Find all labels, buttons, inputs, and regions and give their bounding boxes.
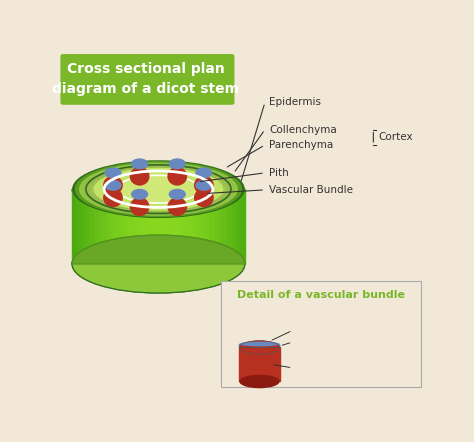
Ellipse shape [131,189,148,200]
Polygon shape [197,189,201,264]
Text: Vascular camblum: Vascular camblum [294,337,384,347]
Ellipse shape [239,341,280,354]
Ellipse shape [239,375,280,388]
Polygon shape [232,189,236,264]
Ellipse shape [72,160,245,218]
Ellipse shape [169,158,186,169]
Polygon shape [228,189,232,264]
FancyBboxPatch shape [61,55,234,104]
Ellipse shape [238,341,281,350]
Polygon shape [219,189,223,264]
Ellipse shape [75,161,242,217]
Ellipse shape [117,175,200,203]
Polygon shape [72,235,245,264]
Polygon shape [107,189,111,264]
Polygon shape [115,189,119,264]
Polygon shape [94,189,98,264]
Ellipse shape [130,197,149,216]
Ellipse shape [130,167,149,186]
Polygon shape [193,189,197,264]
Polygon shape [154,189,158,264]
Polygon shape [137,189,141,264]
Ellipse shape [86,165,231,213]
Ellipse shape [72,235,245,293]
Polygon shape [210,189,215,264]
Ellipse shape [194,188,214,207]
Polygon shape [163,189,167,264]
Text: Cross sectional plan
diagram of a dicot stem: Cross sectional plan diagram of a dicot … [52,62,239,95]
Polygon shape [158,189,163,264]
Polygon shape [176,189,180,264]
Ellipse shape [194,176,214,194]
Ellipse shape [169,189,186,200]
Text: Detail of a vascular bundle: Detail of a vascular bundle [237,290,405,300]
Ellipse shape [79,163,238,216]
Text: Cortex: Cortex [378,133,413,142]
Polygon shape [240,189,245,264]
Polygon shape [90,189,94,264]
Polygon shape [141,189,146,264]
Text: Collenchyma: Collenchyma [269,125,337,135]
Ellipse shape [104,167,122,178]
Polygon shape [133,189,137,264]
Polygon shape [76,189,81,264]
Text: Pith: Pith [269,168,289,178]
Polygon shape [201,189,206,264]
Polygon shape [236,189,240,264]
Text: Parenchyma: Parenchyma [269,140,334,150]
Polygon shape [239,347,280,381]
Polygon shape [172,189,176,264]
Ellipse shape [103,176,123,194]
Text: Vascular Bundle: Vascular Bundle [269,185,354,195]
FancyBboxPatch shape [221,281,421,387]
Polygon shape [72,189,245,264]
Polygon shape [150,189,154,264]
Text: Phloem: Phloem [294,325,331,335]
Ellipse shape [195,167,212,178]
Polygon shape [146,189,150,264]
Polygon shape [98,189,102,264]
Ellipse shape [72,235,245,293]
Polygon shape [189,189,193,264]
Polygon shape [180,189,184,264]
Ellipse shape [195,180,212,191]
Polygon shape [223,189,228,264]
Ellipse shape [167,197,187,216]
Polygon shape [184,189,189,264]
Polygon shape [119,189,124,264]
Polygon shape [72,189,76,264]
Ellipse shape [167,167,187,186]
Text: Epidermis: Epidermis [269,97,321,107]
Ellipse shape [240,341,279,354]
Ellipse shape [131,158,148,169]
Ellipse shape [239,342,280,347]
Polygon shape [167,189,172,264]
Ellipse shape [104,180,122,191]
Polygon shape [85,189,90,264]
Polygon shape [111,189,115,264]
Ellipse shape [103,188,123,207]
Polygon shape [102,189,107,264]
Polygon shape [124,189,128,264]
Polygon shape [215,189,219,264]
Polygon shape [81,189,85,264]
Ellipse shape [91,167,226,212]
Polygon shape [128,189,133,264]
Text: Xylem: Xylem [294,363,325,373]
Ellipse shape [239,341,280,354]
Polygon shape [206,189,210,264]
